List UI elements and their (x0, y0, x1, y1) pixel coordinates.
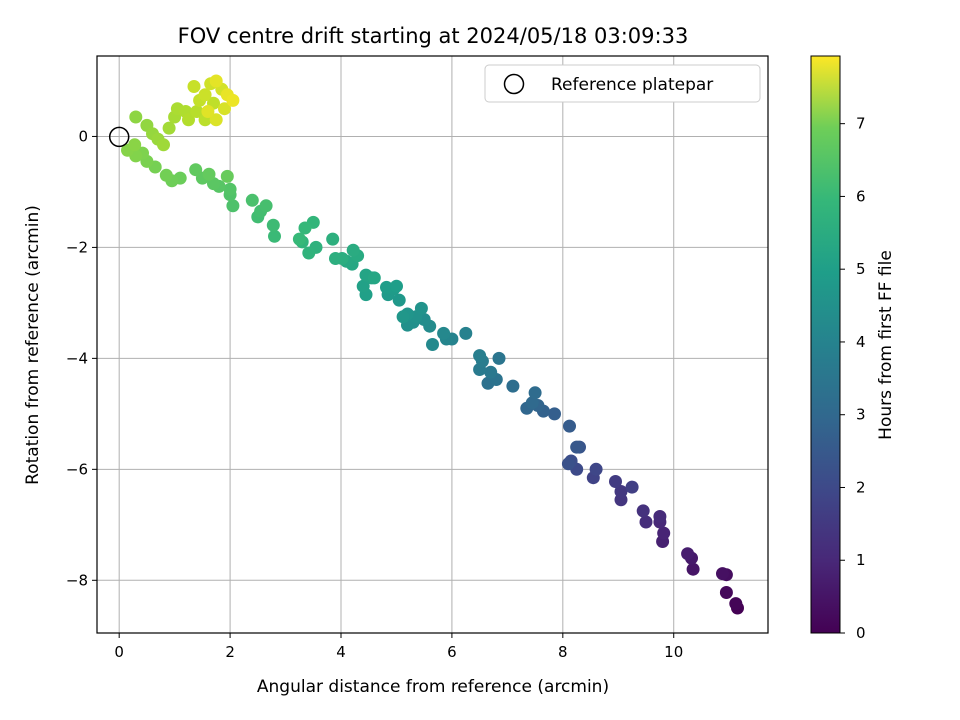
data-point (298, 221, 312, 235)
data-point (548, 407, 561, 421)
data-point (268, 229, 281, 243)
colorbar-gradient (810, 55, 841, 634)
data-point (329, 252, 342, 265)
data-point (218, 102, 231, 116)
data-point (189, 163, 203, 177)
colorbar-tick-label: 7 (856, 115, 866, 133)
data-point (525, 396, 539, 410)
data-point (686, 562, 700, 576)
data-point (182, 113, 195, 127)
reference-platepar-marker (108, 126, 130, 148)
grid (97, 56, 768, 633)
y-tick-label: −8 (66, 571, 88, 589)
data-points (121, 74, 744, 615)
data-point (259, 199, 273, 213)
data-point (223, 182, 237, 196)
data-point (614, 485, 628, 498)
y-tick-label: −6 (66, 460, 88, 478)
data-point (459, 326, 473, 340)
data-point (266, 218, 280, 232)
data-point (209, 113, 223, 127)
data-point (570, 440, 584, 454)
data-point (390, 279, 403, 293)
data-point (129, 110, 143, 124)
data-point (367, 271, 381, 285)
data-point (226, 93, 240, 107)
data-point (729, 597, 743, 611)
data-point (528, 386, 542, 400)
colorbar-label: Hours from first FF file (876, 250, 896, 440)
y-tick-label: 0 (78, 127, 88, 145)
colorbar: 0 1 2 3 4 5 6 7 Hours from first FF file (810, 55, 896, 642)
data-point (396, 310, 410, 324)
data-point (492, 351, 506, 365)
data-point (609, 475, 622, 488)
x-axis: 0 2 4 6 8 10 (114, 633, 683, 661)
colorbar-tick-label: 0 (856, 624, 866, 642)
data-point (190, 105, 204, 118)
colorbar-ticks: 0 1 2 3 4 5 6 7 (840, 115, 866, 642)
data-point (209, 74, 223, 88)
data-point (202, 167, 216, 181)
data-point (346, 243, 360, 257)
data-point (636, 504, 650, 518)
data-point (162, 121, 176, 135)
x-tick-label: 8 (558, 643, 568, 661)
data-point (392, 293, 406, 307)
data-point (356, 279, 370, 293)
colorbar-tick-label: 2 (856, 478, 866, 496)
data-point (201, 105, 215, 118)
data-point (625, 480, 639, 494)
legend-box (484, 64, 761, 103)
colorbar-tick-label: 3 (856, 406, 866, 424)
x-tick-label: 6 (447, 643, 457, 661)
data-point (426, 338, 439, 351)
colorbar-tick-label: 6 (856, 187, 866, 205)
data-point (380, 280, 393, 294)
data-point (157, 138, 170, 152)
x-axis-label: Angular distance from reference (arcmin) (257, 677, 609, 697)
data-point (226, 199, 240, 213)
y-tick-label: −2 (66, 238, 88, 256)
data-point (159, 168, 173, 182)
data-point (716, 567, 729, 581)
legend-entry: Reference platepar (551, 75, 713, 95)
plot-area-frame (96, 55, 769, 634)
x-tick-label: 2 (225, 643, 235, 661)
data-point (506, 379, 520, 393)
chart-title: FOV centre drift starting at 2024/05/18 … (178, 24, 689, 48)
data-point (657, 526, 671, 540)
colorbar-tick-label: 5 (856, 260, 866, 278)
data-point (653, 510, 667, 523)
data-point (561, 457, 575, 471)
data-point (484, 365, 498, 379)
data-point (302, 246, 316, 260)
data-point (292, 232, 306, 246)
y-tick-label: −4 (66, 349, 88, 367)
data-point (437, 326, 451, 340)
x-tick-label: 0 (114, 643, 124, 661)
data-point (639, 515, 653, 529)
x-tick-label: 4 (336, 643, 346, 661)
data-point (473, 349, 487, 363)
data-point (128, 138, 142, 152)
data-point (589, 462, 603, 476)
colorbar-tick-label: 4 (856, 333, 866, 351)
y-axis-label: Rotation from reference (arcmin) (23, 205, 43, 485)
data-point (719, 586, 733, 599)
data-point (681, 547, 695, 561)
data-point (187, 80, 201, 93)
data-point (245, 193, 259, 207)
data-point (326, 232, 340, 246)
data-point (414, 301, 428, 315)
legend: Reference platepar (484, 64, 761, 103)
legend-marker (503, 73, 525, 95)
x-tick-label: 10 (664, 643, 683, 661)
colorbar-tick-label: 1 (856, 551, 866, 569)
data-point (563, 419, 576, 433)
y-axis: −8 −6 −4 −2 0 (66, 127, 97, 589)
data-point (198, 88, 212, 102)
data-point (220, 169, 234, 183)
